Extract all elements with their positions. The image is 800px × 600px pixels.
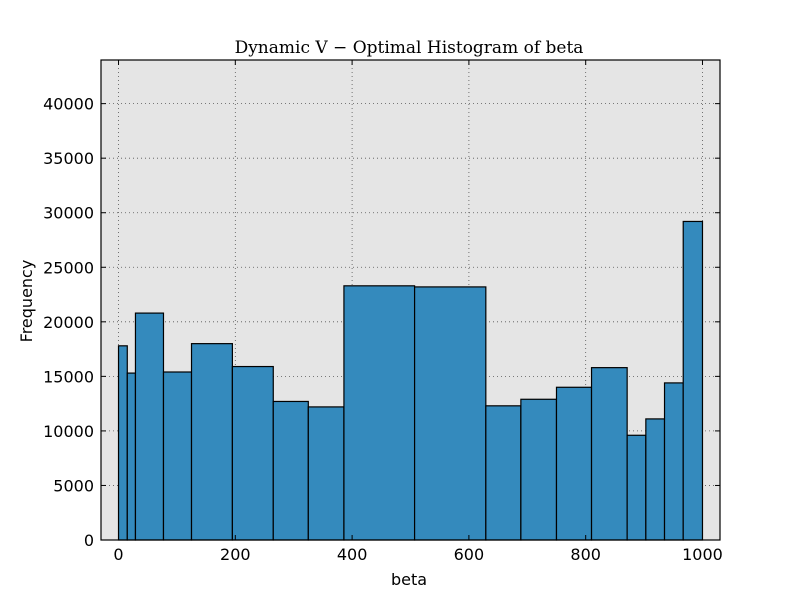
x-axis-label: beta <box>391 570 427 589</box>
histogram-bar <box>555 386 593 541</box>
y-tick-label: 25000 <box>43 258 94 277</box>
y-tick-label: 0 <box>84 531 94 550</box>
y-tick-label: 5000 <box>53 476 94 495</box>
y-tick-label: 30000 <box>43 204 94 223</box>
histogram-bar <box>343 285 416 541</box>
histogram-bar <box>663 382 684 541</box>
histogram-bar <box>645 418 666 541</box>
histogram-bar <box>307 406 345 541</box>
x-tick-label: 800 <box>570 545 601 564</box>
x-tick-label: 200 <box>220 545 251 564</box>
histogram-bar <box>126 372 137 541</box>
chart-title: Dynamic V − Optimal Histogram of beta <box>235 38 584 58</box>
y-tick-label: 15000 <box>43 367 94 386</box>
y-tick-label: 40000 <box>43 95 94 114</box>
histogram-bar <box>485 405 522 541</box>
axes-frame <box>100 59 721 541</box>
histogram-bar <box>134 312 165 541</box>
x-tick-label: 400 <box>337 545 368 564</box>
axes-frame-border <box>100 59 721 541</box>
y-axis-label: Frequency <box>17 260 36 343</box>
histogram-bar <box>190 343 233 541</box>
y-tick-label: 20000 <box>43 313 94 332</box>
histogram-bar <box>162 371 193 541</box>
bars <box>117 220 704 541</box>
y-tick-label: 10000 <box>43 422 94 441</box>
histogram-bar <box>682 220 704 541</box>
y-tick-label: 35000 <box>43 149 94 168</box>
x-tick-label: 1000 <box>682 545 723 564</box>
ticks: 0 200 400 600 800 100005000100001500020000250… <box>43 60 723 564</box>
histogram-bar <box>590 367 628 541</box>
histogram-bar <box>626 434 647 541</box>
histogram-bar <box>117 345 128 541</box>
histogram-bar <box>520 398 558 541</box>
x-tick-label: 0 <box>113 545 123 564</box>
histogram-bar <box>231 365 274 541</box>
histogram-bar <box>413 286 487 541</box>
histogram-bar <box>272 400 309 541</box>
x-tick-label: 600 <box>454 545 485 564</box>
